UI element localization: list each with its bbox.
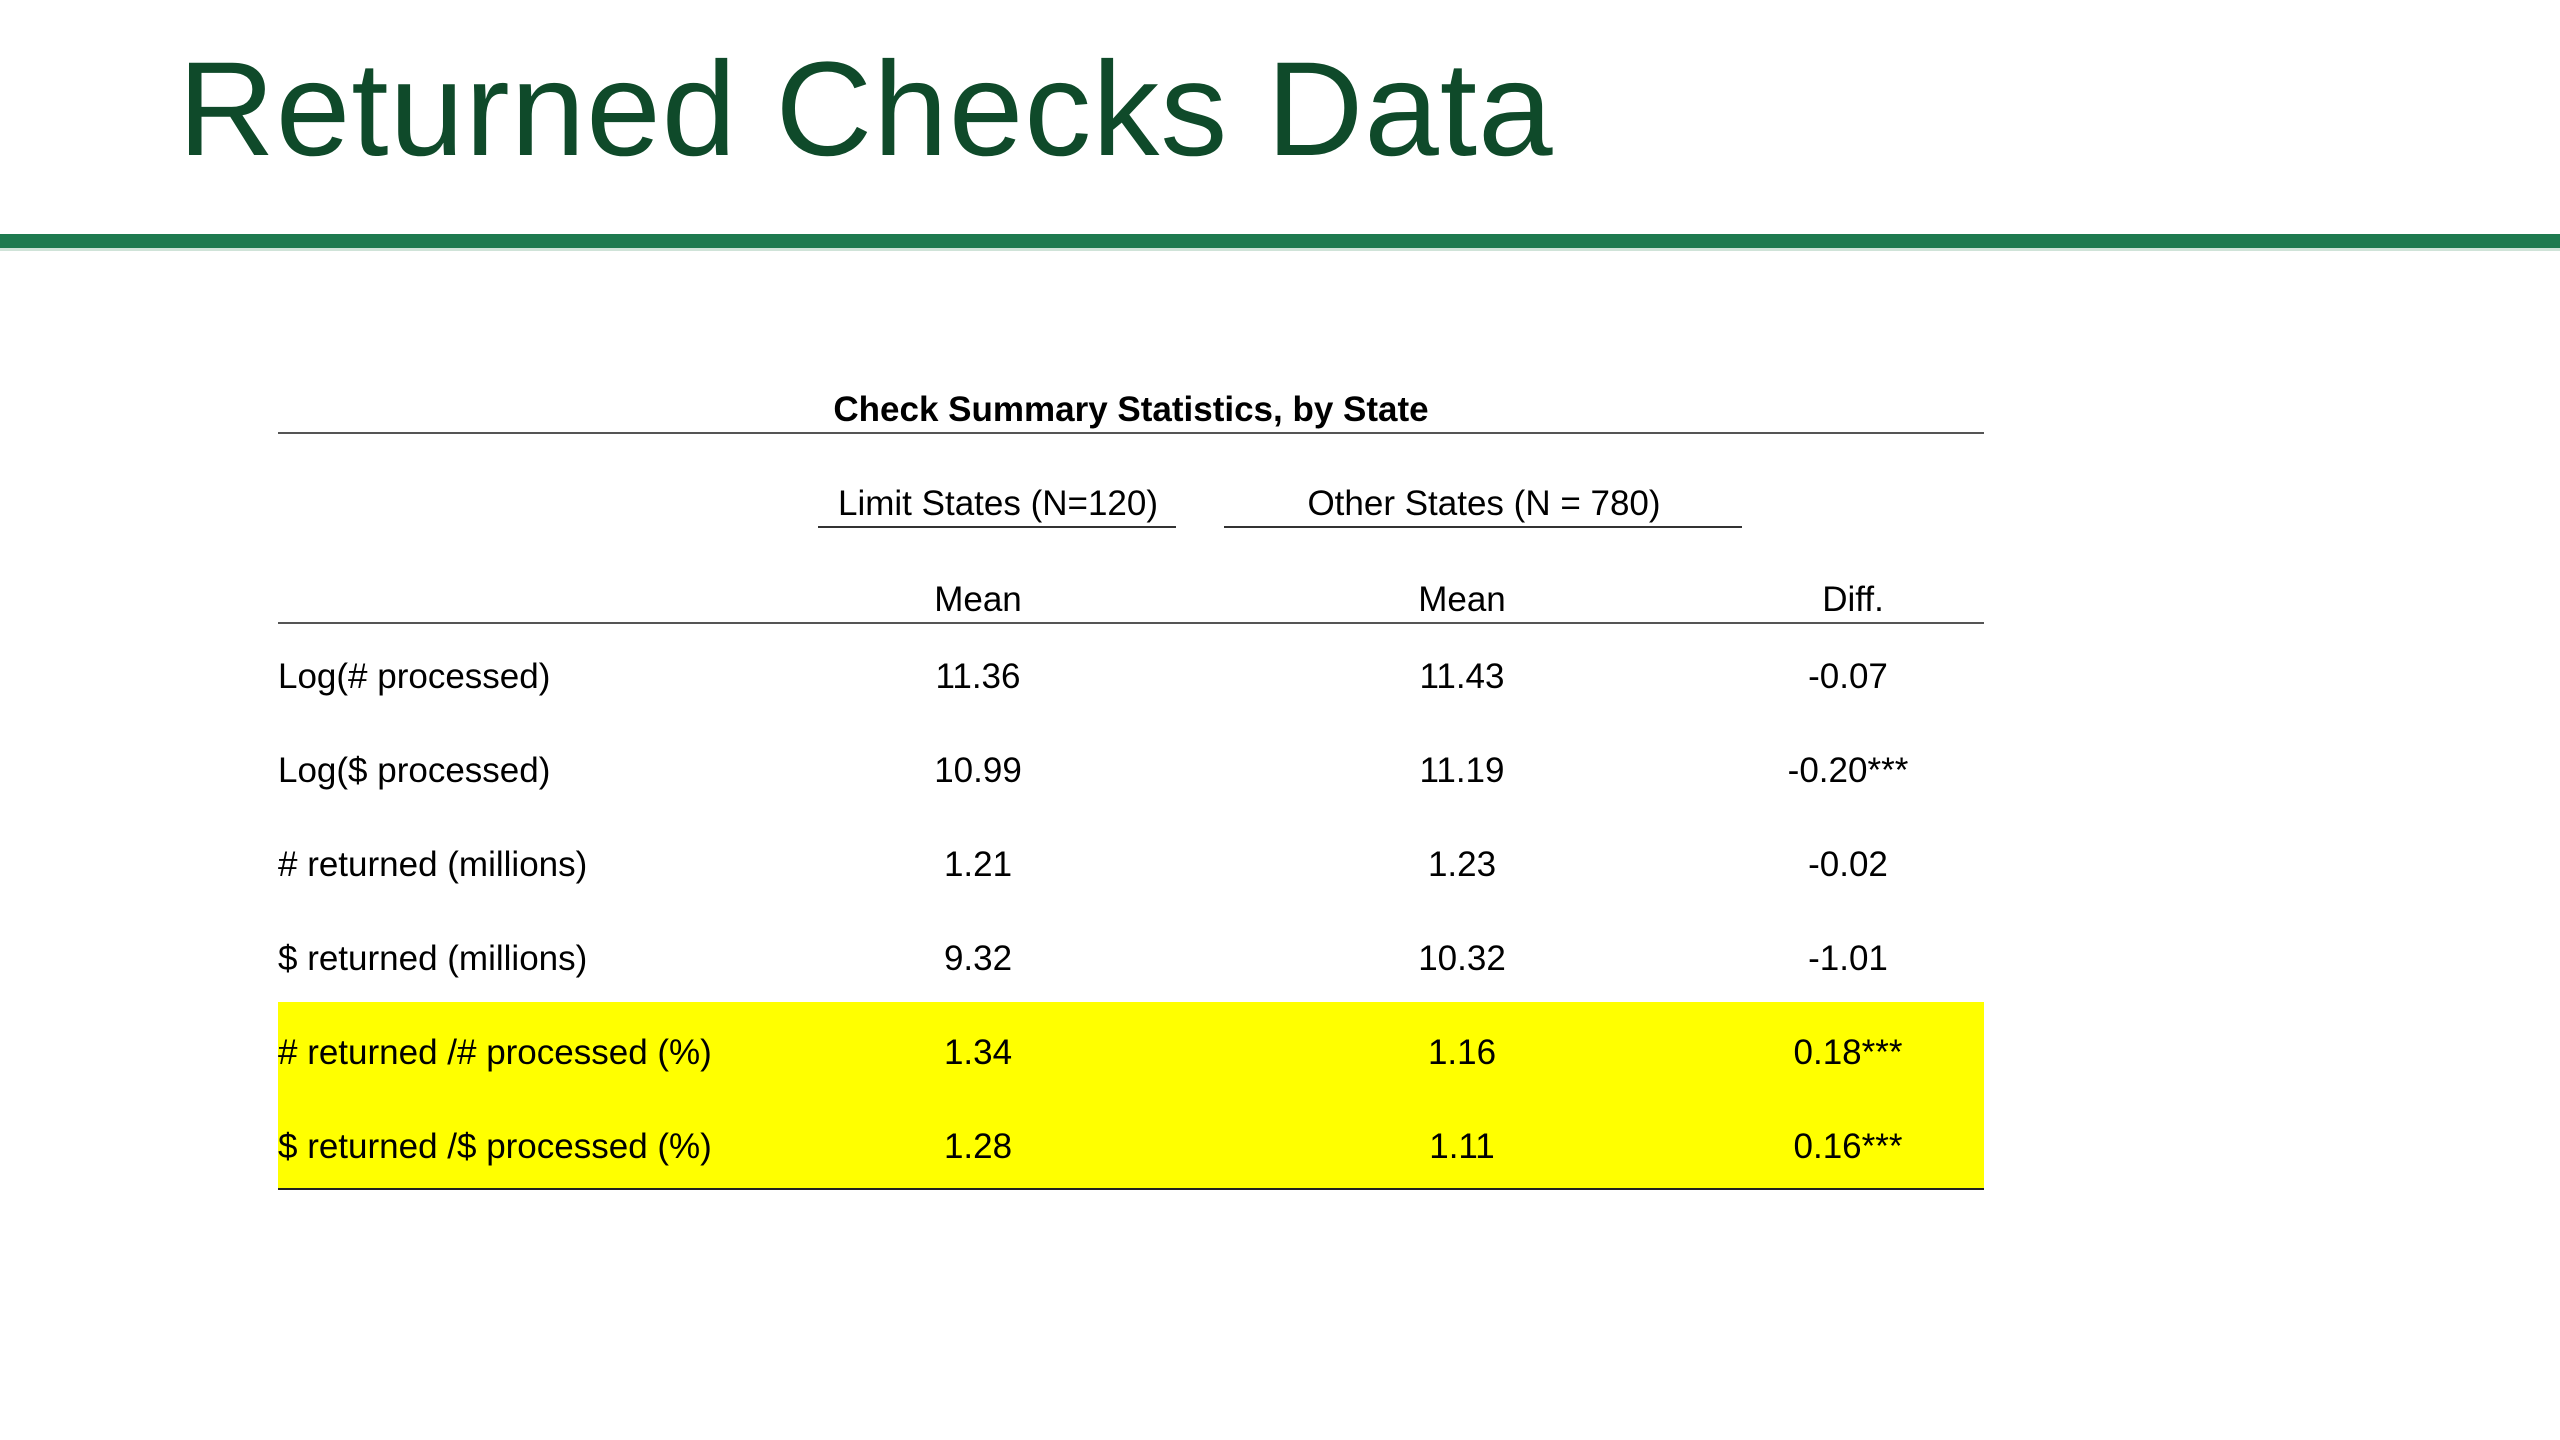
summary-statistics-table: Check Summary Statistics, by State Limit…	[278, 380, 1984, 1200]
row-label: $ returned /$ processed (%)	[278, 1127, 712, 1166]
title-divider-shadow	[0, 248, 2560, 251]
table-row-highlighted: $ returned /$ processed (%) 1.28 1.11 0.…	[278, 1100, 1984, 1194]
mean-other-value: 1.11	[1429, 1127, 1495, 1166]
group-header-other-states: Other States (N = 780)	[1307, 484, 1661, 523]
group-header-limit-states: Limit States (N=120)	[838, 484, 1158, 523]
column-header-mean-limit: Mean	[934, 580, 1022, 619]
mean-other-value: 1.16	[1427, 1033, 1497, 1072]
mean-other-value: 10.32	[1418, 939, 1506, 978]
table-row: $ returned (millions) 9.32 10.32 -1.01	[278, 912, 1984, 1006]
row-label: # returned (millions)	[278, 845, 588, 884]
table-bottom-rule	[278, 1188, 1984, 1190]
mean-other-value: 1.23	[1427, 845, 1497, 884]
diff-value: 0.18***	[1793, 1033, 1903, 1072]
table-row: Log($ processed) 10.99 11.19 -0.20***	[278, 724, 1984, 818]
group-rule-limit-states	[818, 526, 1176, 528]
title-divider	[0, 234, 2560, 248]
slide-title: Returned Checks Data	[178, 35, 1554, 184]
caption-rule	[278, 432, 1984, 434]
diff-value: -0.02	[1808, 845, 1888, 884]
diff-value: 0.16***	[1793, 1127, 1903, 1166]
table-row: # returned (millions) 1.21 1.23 -0.02	[278, 818, 1984, 912]
header-rule	[278, 622, 1984, 624]
diff-value: -1.01	[1808, 939, 1888, 978]
column-header-diff: Diff.	[1822, 580, 1884, 619]
highlighted-rows-background	[278, 1002, 1984, 1190]
mean-limit-value: 10.99	[934, 751, 1022, 790]
mean-limit-value: 1.28	[943, 1127, 1013, 1166]
table-row: Log(# processed) 11.36 11.43 -0.07	[278, 630, 1984, 724]
mean-limit-value: 11.36	[935, 657, 1021, 696]
mean-limit-value: 1.21	[943, 845, 1013, 884]
row-label: Log($ processed)	[278, 751, 551, 790]
table-caption: Check Summary Statistics, by State	[833, 390, 1429, 429]
mean-other-value: 11.43	[1419, 657, 1505, 696]
row-label: $ returned (millions)	[278, 939, 588, 978]
diff-value: -0.20***	[1787, 751, 1909, 790]
group-rule-other-states	[1224, 526, 1742, 528]
row-label: Log(# processed)	[278, 657, 551, 696]
mean-other-value: 11.19	[1419, 751, 1505, 790]
column-header-mean-other: Mean	[1418, 580, 1506, 619]
mean-limit-value: 9.32	[943, 939, 1013, 978]
table-row-highlighted: # returned /# processed (%) 1.34 1.16 0.…	[278, 1006, 1984, 1100]
diff-value: -0.07	[1808, 657, 1888, 696]
row-label: # returned /# processed (%)	[278, 1033, 712, 1072]
mean-limit-value: 1.34	[943, 1033, 1013, 1072]
